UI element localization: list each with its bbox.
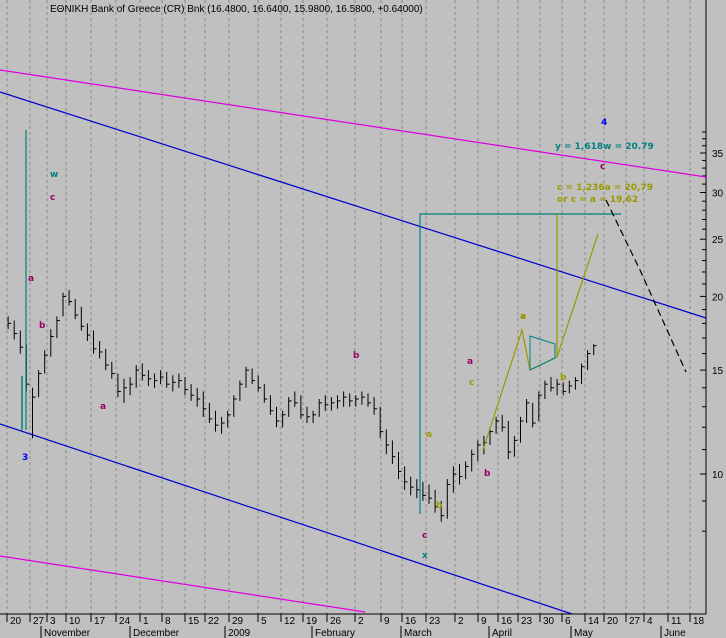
y-tick-label: 35 (712, 149, 724, 160)
x-day-label: 22 (208, 616, 220, 627)
wave-label: c (422, 531, 427, 541)
triangle-pattern (529, 335, 556, 371)
magenta-channel-lower (0, 555, 366, 613)
wave-label: b (436, 501, 443, 511)
wave-label: a (520, 312, 526, 322)
x-day-label: 4 (647, 616, 653, 627)
forecast-dashed-line (605, 199, 687, 373)
x-month-label: November (44, 628, 91, 638)
y-axis-panel (706, 0, 726, 614)
wave-label: a (426, 430, 432, 440)
wave-label: a (100, 402, 106, 412)
x-day-label: 9 (481, 616, 487, 627)
blue-channel-lower (0, 423, 573, 615)
wave-label: a (467, 357, 473, 367)
wave-label: c (600, 162, 605, 172)
x-month-label: March (404, 628, 432, 638)
wave-overlays (21, 130, 687, 514)
annotation-c-alternative: or c = a = 19,62 (557, 195, 638, 205)
x-day-label: 18 (693, 616, 705, 627)
x-axis-panel (0, 614, 726, 638)
x-day-label: 29 (232, 616, 244, 627)
x-day-label: 5 (261, 616, 267, 627)
x-day-label: 15 (188, 616, 200, 627)
x-day-label: 9 (384, 616, 390, 627)
y-tick-label: 30 (712, 188, 724, 199)
x-day-label: 26 (330, 616, 342, 627)
x-month-label: December (133, 628, 180, 638)
x-day-label: 17 (94, 616, 106, 627)
trend-channels (0, 69, 707, 615)
x-month-label: 2009 (228, 628, 251, 638)
x-month-label: May (574, 628, 593, 638)
x-day-label: 20 (10, 616, 22, 627)
wave-label: b (484, 469, 491, 479)
wave-label: c (521, 312, 526, 322)
x-day-label: 3 (50, 616, 56, 627)
y-tick-label: 10 (712, 470, 724, 481)
magenta-channel-upper (0, 69, 707, 178)
x-day-label: 8 (165, 616, 171, 627)
x-day-label: 19 (306, 616, 318, 627)
x-day-label: 23 (521, 616, 533, 627)
x-month-label: February (315, 628, 355, 638)
x-axis: 20 27 3 10 17 24 1 8 15 22 29 5 12 19 26 2 9 16 23 2 9 16 23 30… (0, 613, 726, 638)
wave-label: b (560, 373, 567, 383)
wave-label: a (28, 274, 34, 284)
x-day-label: 6 (565, 616, 571, 627)
y-projection-line (419, 213, 621, 514)
wave-label: b (353, 351, 360, 361)
price-bars (7, 290, 597, 522)
x-day-label: 11 (671, 616, 682, 627)
x-day-label: 16 (501, 616, 513, 627)
y-tick-label: 20 (712, 292, 724, 303)
vertical-gridlines (6, 0, 713, 614)
annotation-c-projection: c = 1,236a = 20,79 (557, 183, 653, 193)
wave-label: 3 (22, 453, 28, 463)
x-day-label: 30 (543, 616, 555, 627)
wave-label: c (50, 193, 55, 203)
x-day-label: 23 (429, 616, 441, 627)
x-day-label: 2 (358, 616, 364, 627)
x-day-label: 12 (284, 616, 296, 627)
wave-label: x (422, 551, 428, 561)
wave-label: c (469, 378, 474, 388)
x-day-label: 24 (119, 616, 131, 627)
x-day-label: 2 (458, 616, 464, 627)
x-day-label: 10 (69, 616, 81, 627)
x-day-label: 16 (405, 616, 417, 627)
wave-label: w (50, 170, 58, 180)
annotation-y-projection: y = 1,618w = 20.79 (555, 142, 654, 152)
x-day-label: 27 (33, 616, 45, 627)
blue-channel-upper (0, 91, 707, 319)
y-axis: 10 15 20 25 30 35 (700, 0, 726, 614)
x-month-label: April (492, 628, 512, 638)
wave-label: 4 (601, 118, 607, 128)
chart-title: ΕΘΝΙΚΗ Bank of Greece (CR) Bnk (16.4800,… (50, 4, 423, 15)
wave-label: b (39, 321, 46, 331)
x-month-label: June (664, 628, 686, 638)
x-day-label: 20 (607, 616, 619, 627)
x-day-label: 1 (143, 616, 149, 627)
x-day-label: 14 (588, 616, 600, 627)
x-day-label: 27 (629, 616, 641, 627)
y-tick-label: 25 (712, 235, 724, 246)
y-tick-label: 15 (712, 366, 724, 377)
